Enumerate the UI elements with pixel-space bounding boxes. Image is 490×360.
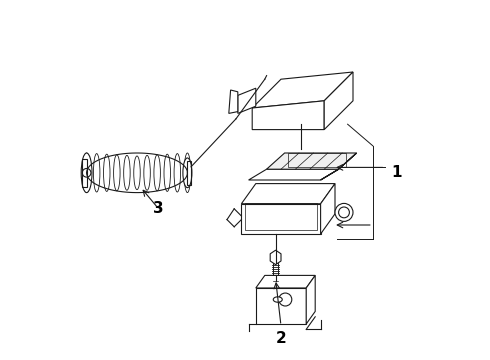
Ellipse shape bbox=[94, 154, 100, 192]
Bar bbox=[187, 161, 191, 185]
Polygon shape bbox=[256, 275, 315, 288]
Bar bbox=[82, 159, 87, 187]
Bar bbox=[273, 263, 278, 275]
Polygon shape bbox=[229, 90, 238, 113]
Polygon shape bbox=[324, 72, 353, 130]
Ellipse shape bbox=[144, 156, 150, 190]
Bar bbox=[245, 203, 317, 230]
Polygon shape bbox=[252, 101, 324, 130]
Circle shape bbox=[279, 293, 292, 306]
Polygon shape bbox=[252, 72, 353, 108]
Bar bbox=[288, 153, 346, 167]
Ellipse shape bbox=[184, 153, 191, 193]
Ellipse shape bbox=[154, 155, 160, 191]
Ellipse shape bbox=[114, 155, 120, 191]
Polygon shape bbox=[248, 169, 339, 180]
Ellipse shape bbox=[83, 153, 90, 193]
Polygon shape bbox=[320, 184, 335, 234]
Polygon shape bbox=[320, 153, 357, 180]
Circle shape bbox=[339, 207, 349, 218]
Polygon shape bbox=[270, 250, 281, 265]
Text: 2: 2 bbox=[275, 331, 286, 346]
Circle shape bbox=[82, 168, 91, 177]
Ellipse shape bbox=[174, 154, 180, 192]
Ellipse shape bbox=[103, 154, 110, 192]
Polygon shape bbox=[267, 153, 357, 169]
Ellipse shape bbox=[183, 158, 192, 188]
Ellipse shape bbox=[273, 297, 282, 302]
Ellipse shape bbox=[123, 156, 130, 190]
Polygon shape bbox=[242, 204, 320, 234]
Polygon shape bbox=[256, 288, 306, 324]
Polygon shape bbox=[242, 184, 335, 204]
Ellipse shape bbox=[164, 154, 171, 192]
Circle shape bbox=[335, 203, 353, 221]
Text: 3: 3 bbox=[153, 201, 164, 216]
Ellipse shape bbox=[81, 153, 92, 193]
Text: 1: 1 bbox=[391, 165, 401, 180]
Polygon shape bbox=[306, 275, 315, 324]
Ellipse shape bbox=[134, 156, 140, 190]
Polygon shape bbox=[238, 88, 256, 113]
